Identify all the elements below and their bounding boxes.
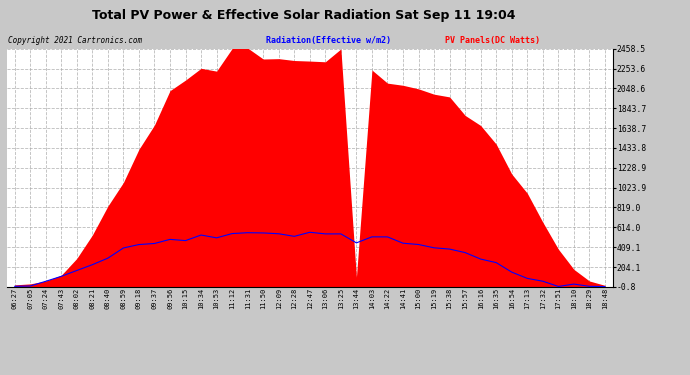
Text: Total PV Power & Effective Solar Radiation Sat Sep 11 19:04: Total PV Power & Effective Solar Radiati… bbox=[92, 9, 515, 22]
Text: PV Panels(DC Watts): PV Panels(DC Watts) bbox=[445, 36, 540, 45]
Text: Copyright 2021 Cartronics.com: Copyright 2021 Cartronics.com bbox=[8, 36, 142, 45]
Text: Radiation(Effective w/m2): Radiation(Effective w/m2) bbox=[266, 36, 391, 45]
